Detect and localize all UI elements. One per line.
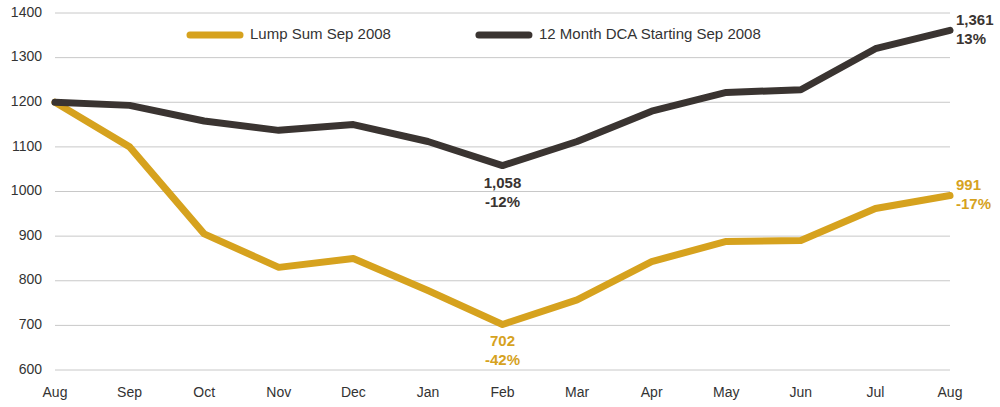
y-tick-label: 900 xyxy=(19,227,43,243)
y-tick-label: 600 xyxy=(19,361,43,377)
x-tick-label: Mar xyxy=(565,384,589,400)
grid-line xyxy=(55,370,950,371)
x-tick-label: Aug xyxy=(938,384,963,400)
x-tick-label: Oct xyxy=(193,384,215,400)
legend-label: 12 Month DCA Starting Sep 2008 xyxy=(539,25,761,42)
x-tick-label: Jan xyxy=(417,384,440,400)
annotation: 13% xyxy=(956,30,986,47)
grid-line xyxy=(55,146,950,147)
legend-swatch xyxy=(190,32,240,39)
series-line xyxy=(55,30,950,165)
y-tick-label: 1200 xyxy=(11,93,42,109)
x-tick-label: Aug xyxy=(43,384,68,400)
series-line xyxy=(55,102,950,324)
grid-line xyxy=(55,280,950,281)
data-label: 702 xyxy=(490,332,515,349)
x-tick-label: Sep xyxy=(117,384,142,400)
data-label: 991 xyxy=(956,176,981,193)
legend-swatch xyxy=(479,32,529,39)
grid-line xyxy=(55,102,950,103)
annotation: -12% xyxy=(485,193,520,210)
grid-line xyxy=(55,57,950,58)
grid-line xyxy=(55,13,950,14)
y-tick-label: 1000 xyxy=(11,182,42,198)
plot-area xyxy=(55,30,950,324)
chart: 600 700 800 900 1000 1100 1200 1300 1400 Aug Sep Oc… xyxy=(0,0,1000,407)
data-label: 1,058 xyxy=(484,174,522,191)
y-tick-label: 800 xyxy=(19,271,43,287)
x-tick-label: Feb xyxy=(490,384,514,400)
y-tick-label: 1300 xyxy=(11,48,42,64)
annotation: -42% xyxy=(485,351,520,368)
annotation: -17% xyxy=(956,195,991,212)
x-tick-label: Jun xyxy=(790,384,813,400)
legend: Lump Sum Sep 2008 12 Month DCA Starting S… xyxy=(190,25,761,42)
y-tick-label: 1400 xyxy=(11,4,42,20)
y-tick-label: 700 xyxy=(19,316,43,332)
x-tick-label: Nov xyxy=(266,384,291,400)
x-tick-label: Apr xyxy=(641,384,663,400)
legend-label: Lump Sum Sep 2008 xyxy=(250,25,391,42)
data-label: 1,361 xyxy=(956,11,994,28)
y-tick-label: 1100 xyxy=(12,138,42,154)
x-tick-label: May xyxy=(713,384,739,400)
x-tick-label: Jul xyxy=(866,384,884,400)
x-tick-label: Dec xyxy=(341,384,366,400)
